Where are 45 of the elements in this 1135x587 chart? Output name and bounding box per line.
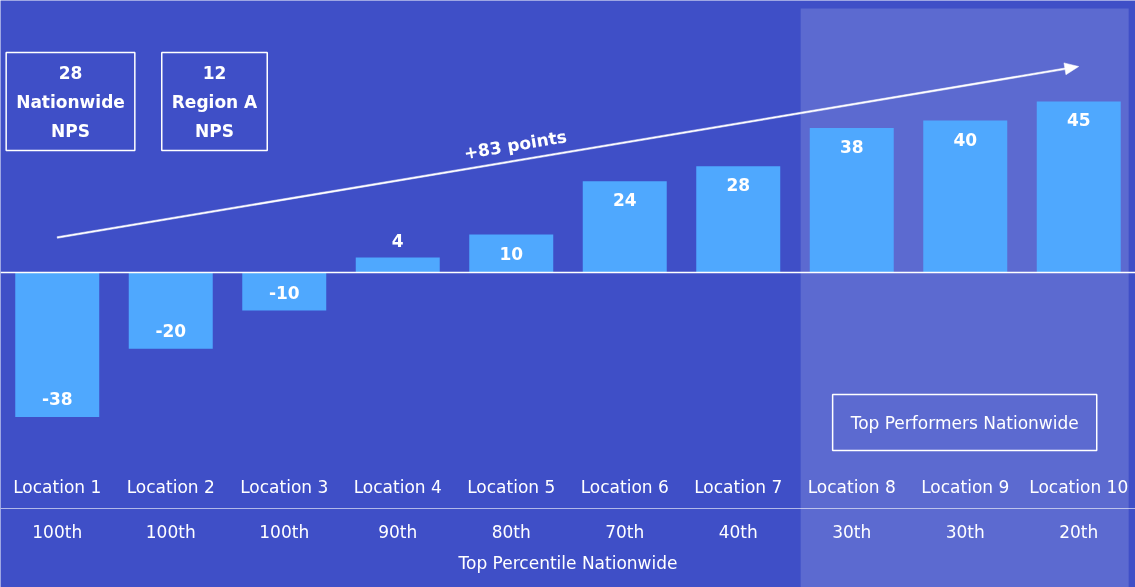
bar xyxy=(809,128,894,273)
x-axis-title: Top Percentile Nationwide xyxy=(457,552,678,573)
text: 40th xyxy=(718,521,758,542)
bar xyxy=(1036,101,1121,273)
data-label: -20 xyxy=(155,320,187,341)
annotation: 12 Region A NPS xyxy=(171,62,259,141)
data-label: 38 xyxy=(839,137,864,158)
text: 20th xyxy=(1059,521,1099,542)
bar xyxy=(469,234,554,273)
text: 80th xyxy=(491,521,531,542)
annotation: +83 points xyxy=(462,126,569,164)
annotation: 28 Nationwide NPS xyxy=(16,62,125,141)
bar xyxy=(242,272,327,311)
text: 100th xyxy=(32,521,83,542)
x-tick-label: Location 8 xyxy=(807,476,896,497)
text: 30th xyxy=(945,521,985,542)
text: 30th xyxy=(832,521,872,542)
text: 100th xyxy=(259,521,310,542)
text: 90th xyxy=(378,521,418,542)
data-label: -10 xyxy=(268,282,300,303)
data-label: 10 xyxy=(499,243,524,264)
bar xyxy=(582,181,667,273)
bar xyxy=(355,257,440,273)
x-tick-label: Location 3 xyxy=(240,476,329,497)
x-tick-label: Location 1 xyxy=(13,476,102,497)
data-label: 28 xyxy=(726,175,751,196)
data-label: 45 xyxy=(1066,110,1091,131)
bar xyxy=(923,120,1008,273)
data-label: -38 xyxy=(41,389,73,410)
x-tick-label: Location 7 xyxy=(694,476,783,497)
text: 100th xyxy=(145,521,196,542)
bar xyxy=(15,272,100,418)
x-tick-label: Location 10 xyxy=(1029,476,1129,497)
x-tick-label: Location 4 xyxy=(353,476,442,497)
text: 70th xyxy=(605,521,645,542)
data-label: 40 xyxy=(953,129,978,150)
band-label: Top Performers Nationwide xyxy=(849,412,1079,433)
bar xyxy=(128,272,213,349)
data-label: 24 xyxy=(612,190,637,211)
data-label: 4 xyxy=(391,231,404,252)
x-tick-label: Location 6 xyxy=(580,476,669,497)
x-tick-label: Location 9 xyxy=(921,476,1010,497)
x-tick-label: Location 2 xyxy=(126,476,215,497)
x-tick-label: Location 5 xyxy=(467,476,556,497)
bar xyxy=(696,166,781,273)
